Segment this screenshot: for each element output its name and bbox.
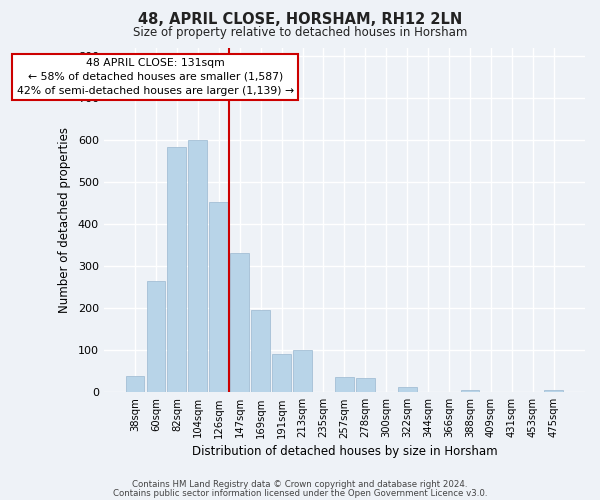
- Bar: [356, 378, 375, 392]
- Bar: [167, 147, 187, 392]
- Text: Contains public sector information licensed under the Open Government Licence v3: Contains public sector information licen…: [113, 489, 487, 498]
- Bar: [461, 390, 479, 392]
- Bar: [188, 140, 207, 392]
- Bar: [230, 252, 249, 392]
- Bar: [544, 390, 563, 392]
- Bar: [146, 281, 166, 392]
- Bar: [209, 202, 228, 392]
- Y-axis label: Number of detached properties: Number of detached properties: [58, 127, 71, 313]
- Text: Contains HM Land Registry data © Crown copyright and database right 2024.: Contains HM Land Registry data © Crown c…: [132, 480, 468, 489]
- Bar: [293, 350, 312, 393]
- Text: Size of property relative to detached houses in Horsham: Size of property relative to detached ho…: [133, 26, 467, 39]
- Text: 48, APRIL CLOSE, HORSHAM, RH12 2LN: 48, APRIL CLOSE, HORSHAM, RH12 2LN: [138, 12, 462, 28]
- Bar: [335, 377, 354, 392]
- Bar: [272, 354, 291, 393]
- Bar: [251, 310, 270, 392]
- Bar: [125, 376, 145, 392]
- Text: 48 APRIL CLOSE: 131sqm
← 58% of detached houses are smaller (1,587)
42% of semi-: 48 APRIL CLOSE: 131sqm ← 58% of detached…: [17, 58, 294, 96]
- Bar: [398, 388, 416, 392]
- X-axis label: Distribution of detached houses by size in Horsham: Distribution of detached houses by size …: [191, 444, 497, 458]
